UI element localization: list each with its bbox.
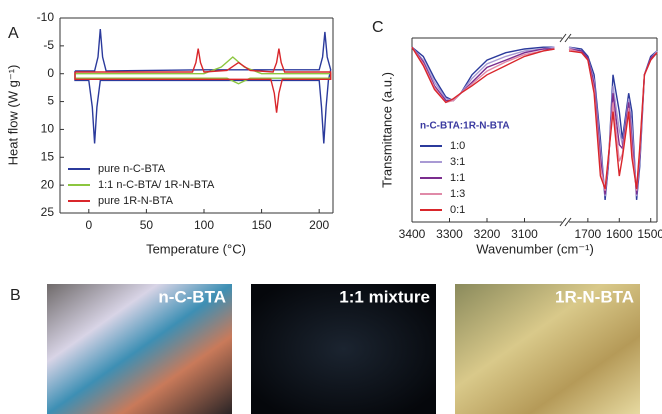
panel-label: A <box>8 25 19 42</box>
x-tick-label: 3400 <box>399 227 426 241</box>
image-label: 1:1 mixture <box>339 287 430 306</box>
x-tick-label: 1600 <box>606 227 633 241</box>
image-label: 1R-N-BTA <box>555 287 634 306</box>
legend-label: 1:0 <box>450 140 465 152</box>
y-tick-label: -5 <box>43 38 54 52</box>
x-tick-label: 50 <box>140 218 154 232</box>
x-tick-label: 3100 <box>511 227 538 241</box>
legend-label: 1:3 <box>450 188 465 200</box>
y-tick-label: 0 <box>47 66 54 80</box>
x-tick-label: 1500 <box>637 227 662 241</box>
micrograph <box>251 284 436 414</box>
x-tick-label: 150 <box>252 218 272 232</box>
y-axis-label: Transmittance (a.u.) <box>379 72 394 188</box>
data-line <box>568 46 658 200</box>
data-line <box>411 46 555 102</box>
data-line <box>411 46 555 104</box>
legend-label: 1:1 n-C-BTA/ 1R-N-BTA <box>98 179 215 191</box>
y-tick-label: -10 <box>37 10 55 24</box>
legend-label: 1:1 <box>450 172 465 184</box>
panel-label: B <box>10 287 21 304</box>
data-line <box>411 46 555 102</box>
image-label: n-C-BTA <box>158 287 226 306</box>
legend-label: 0:1 <box>450 204 465 216</box>
data-line <box>568 50 658 190</box>
micrograph <box>47 284 232 414</box>
x-tick-label: 100 <box>194 218 214 232</box>
panel-label: C <box>372 19 384 36</box>
legend-label: pure 1R-N-BTA <box>98 195 174 207</box>
y-tick-label: 25 <box>41 205 55 219</box>
y-tick-label: 10 <box>41 122 55 136</box>
legend-label: pure n-C-BTA <box>98 163 166 175</box>
legend-label: 3:1 <box>450 156 465 168</box>
data-line <box>568 48 658 195</box>
y-axis-label: Heat flow (W g⁻¹) <box>5 65 20 166</box>
micrograph <box>455 284 640 414</box>
x-tick-label: 3300 <box>436 227 463 241</box>
y-tick-label: 15 <box>41 149 55 163</box>
x-axis-label: Temperature (°C) <box>146 241 246 256</box>
x-axis-label: Wavenumber (cm⁻¹) <box>476 241 594 256</box>
x-tick-label: 200 <box>309 218 329 232</box>
data-line <box>411 46 555 104</box>
axis-break <box>559 33 572 227</box>
y-tick-label: 20 <box>41 177 55 191</box>
x-tick-label: 1700 <box>575 227 602 241</box>
data-line <box>568 48 658 191</box>
x-tick-label: 0 <box>85 218 92 232</box>
y-tick-label: 5 <box>47 94 54 108</box>
legend-title: n-C-BTA:1R-N-BTA <box>420 121 510 132</box>
data-line <box>74 48 332 113</box>
data-line <box>568 46 658 197</box>
x-tick-label: 3200 <box>474 227 501 241</box>
data-line <box>74 29 332 144</box>
